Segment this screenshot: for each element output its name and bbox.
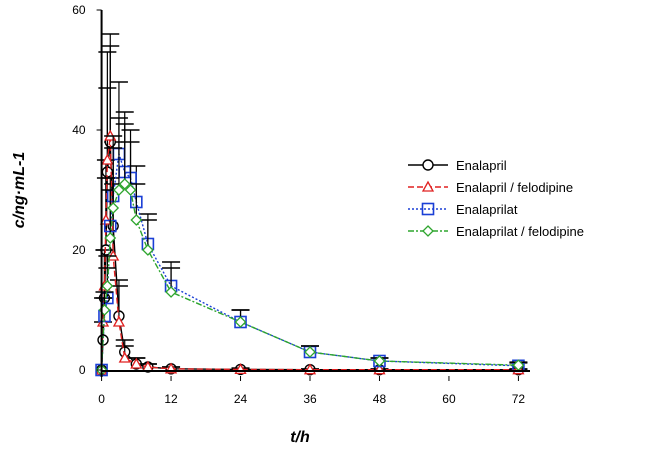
x-tick-label: 24 <box>234 392 248 406</box>
data-point <box>124 184 137 196</box>
series-line <box>100 135 519 371</box>
data-point <box>234 316 247 328</box>
series-3 <box>95 117 528 376</box>
axes: 0 12 24 36 48 60 72 0 20 40 60 <box>72 3 530 406</box>
x-tick-label: 60 <box>442 392 456 406</box>
data-point <box>118 178 131 190</box>
y-axis-label: c/ng·mL-1 <box>11 152 28 229</box>
data-point <box>104 232 117 244</box>
series-line <box>100 141 519 371</box>
data-point <box>304 346 316 358</box>
x-tick-label: 48 <box>373 392 387 406</box>
y-tick-label: 0 <box>79 363 86 377</box>
legend-label: Enalaprilat <box>456 202 518 217</box>
legend-label: Enalapril <box>456 158 507 173</box>
data-point <box>101 153 114 165</box>
data-point <box>130 214 143 226</box>
y-tick-label: 60 <box>72 3 86 17</box>
x-axis-label: t/h <box>290 429 310 446</box>
legend: Enalapril Enalapril / felodipine Enalapril… <box>408 158 584 239</box>
data-point <box>130 357 143 369</box>
data-point <box>118 351 131 363</box>
data-point <box>165 286 177 298</box>
data-point <box>107 202 120 214</box>
legend-marker <box>421 202 435 216</box>
data-point <box>99 213 113 225</box>
data-point <box>101 280 114 292</box>
data-point <box>373 355 386 367</box>
data-point <box>113 184 125 196</box>
x-tick-label: 72 <box>512 392 526 406</box>
legend-label: Enalaprilat / felodipine <box>456 224 584 239</box>
x-tick-label: 12 <box>164 392 178 406</box>
legend-marker <box>421 180 435 192</box>
x-tick-label: 0 <box>98 392 105 406</box>
legend-marker <box>422 225 434 237</box>
y-tick-label: 40 <box>72 123 86 137</box>
data-point <box>112 315 126 327</box>
series-line <box>100 182 519 371</box>
legend-marker <box>422 159 434 171</box>
legend-label: Enalapril / felodipine <box>456 180 573 195</box>
data-point <box>141 244 154 256</box>
x-tick-label: 36 <box>303 392 317 406</box>
y-tick-label: 20 <box>72 243 86 257</box>
